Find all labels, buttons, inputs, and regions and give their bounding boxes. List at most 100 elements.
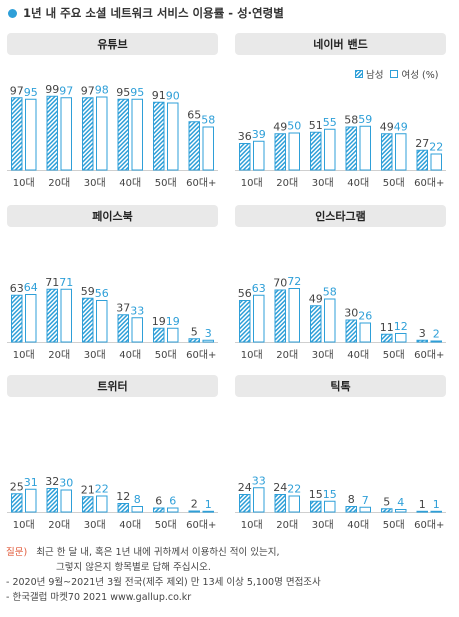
charts-area: 유튜브 97 95 10대 99 97 20대 97 98 30대 95 95 40대 91 90 50대 65… <box>7 33 446 531</box>
label-female-1: 95 <box>24 86 38 99</box>
label-male-1: 36 <box>238 130 252 143</box>
category-label-4: 40대 <box>347 349 369 361</box>
category-label-1: 10대 <box>241 177 263 189</box>
label-male-1: 25 <box>10 480 24 493</box>
label-female-4: 59 <box>358 113 372 126</box>
label-male-4: 8 <box>348 493 355 506</box>
category-label-4: 40대 <box>119 519 141 531</box>
category-label-2: 20대 <box>276 177 298 189</box>
category-label-1: 10대 <box>13 519 35 531</box>
bar-male-2 <box>46 95 58 171</box>
category-label-2: 20대 <box>48 177 70 189</box>
category-label-3: 30대 <box>312 519 334 531</box>
question-text-2: 그렇지 않은지 항목별로 답해 주십시오. <box>56 562 211 573</box>
label-male-5: 11 <box>380 321 394 334</box>
bar-female-5 <box>395 509 407 513</box>
bar-male-4 <box>117 503 129 513</box>
label-male-3: 15 <box>309 488 323 501</box>
panel-title: 트위터 <box>7 375 218 397</box>
label-male-2: 24 <box>273 481 287 494</box>
panel-title: 유튜브 <box>7 33 218 55</box>
label-female-2: 22 <box>287 483 301 496</box>
bar-male-1 <box>239 300 251 343</box>
label-female-2: 72 <box>287 275 301 288</box>
label-female-3: 55 <box>323 116 337 129</box>
category-label-2: 20대 <box>48 519 70 531</box>
legend: 남성 여성 (%) <box>355 67 438 81</box>
bar-female-1 <box>253 487 265 513</box>
label-female-1: 39 <box>252 128 266 141</box>
bar-female-6 <box>202 339 214 343</box>
label-female-4: 95 <box>130 86 144 99</box>
bar-female-4 <box>131 506 143 513</box>
label-female-6: 1 <box>205 498 212 511</box>
label-female-6: 58 <box>201 114 215 127</box>
source-note: - 한국갤럽 마켓70 2021 www.gallup.co.kr <box>6 592 192 603</box>
label-female-2: 50 <box>287 120 301 133</box>
bar-female-2 <box>60 288 72 343</box>
bar-female-2 <box>288 495 300 513</box>
legend-female-swatch <box>390 70 399 78</box>
label-male-6: 1 <box>419 498 426 511</box>
label-female-4: 8 <box>134 493 141 506</box>
category-label-4: 40대 <box>347 177 369 189</box>
label-female-3: 98 <box>95 84 109 97</box>
label-male-6: 3 <box>419 327 426 340</box>
bar-male-5 <box>153 101 165 171</box>
bar-male-4 <box>345 506 357 513</box>
panel-title: 페이스북 <box>7 205 218 227</box>
bar-male-5 <box>381 333 393 343</box>
bar-male-6 <box>416 510 428 513</box>
label-female-3: 15 <box>323 488 337 501</box>
bar-female-3 <box>96 300 108 343</box>
panel-title: 틱톡 <box>235 375 446 397</box>
label-male-4: 30 <box>344 307 358 320</box>
footnotes: 질문) 최근 한 달 내, 혹은 1년 내에 귀하께서 이용하신 적이 있는지,… <box>6 545 321 605</box>
bar-male-6 <box>188 338 200 343</box>
category-label-6: 60대+ <box>414 349 444 361</box>
bar-female-2 <box>288 132 300 171</box>
label-male-2: 99 <box>45 83 59 96</box>
bar-female-1 <box>25 488 37 513</box>
bar-male-6 <box>188 510 200 513</box>
bar-female-5 <box>167 102 179 171</box>
question-text-1: 최근 한 달 내, 혹은 1년 내에 귀하께서 이용하신 적이 있는지, <box>36 547 280 558</box>
label-female-1: 31 <box>24 476 38 489</box>
bar-female-5 <box>167 507 179 513</box>
label-female-6: 22 <box>429 141 443 154</box>
label-female-2: 30 <box>59 477 73 490</box>
category-label-5: 50대 <box>155 519 177 531</box>
label-male-2: 70 <box>273 277 287 290</box>
label-male-1: 63 <box>10 282 24 295</box>
category-label-5: 50대 <box>383 349 405 361</box>
bar-male-2 <box>274 289 286 343</box>
bar-male-1 <box>239 494 251 513</box>
bar-female-1 <box>25 294 37 343</box>
question-label: 질문) <box>6 547 28 558</box>
label-female-3: 22 <box>95 483 109 496</box>
bar-chart-3: 63 64 10대 71 71 20대 59 56 30대 37 33 40대 19 19 50대 5 3 60대… <box>7 276 218 361</box>
label-female-6: 3 <box>205 327 212 340</box>
bar-male-3 <box>82 97 94 171</box>
bar-male-5 <box>381 133 393 171</box>
label-male-6: 65 <box>187 108 201 121</box>
label-male-3: 49 <box>309 292 323 305</box>
bar-male-2 <box>46 488 58 513</box>
label-female-4: 7 <box>362 494 369 507</box>
category-label-6: 60대+ <box>414 519 444 531</box>
label-male-5: 6 <box>155 495 162 508</box>
bar-female-5 <box>395 333 407 343</box>
bar-male-5 <box>381 508 393 513</box>
category-label-5: 50대 <box>383 519 405 531</box>
category-label-1: 10대 <box>13 177 35 189</box>
bar-male-4 <box>345 319 357 343</box>
bar-male-1 <box>11 97 23 171</box>
label-male-1: 24 <box>238 481 252 494</box>
bar-male-2 <box>46 288 58 343</box>
label-male-5: 91 <box>152 89 166 102</box>
bar-female-1 <box>25 98 37 171</box>
label-female-2: 97 <box>59 84 73 97</box>
label-male-4: 12 <box>116 490 130 503</box>
